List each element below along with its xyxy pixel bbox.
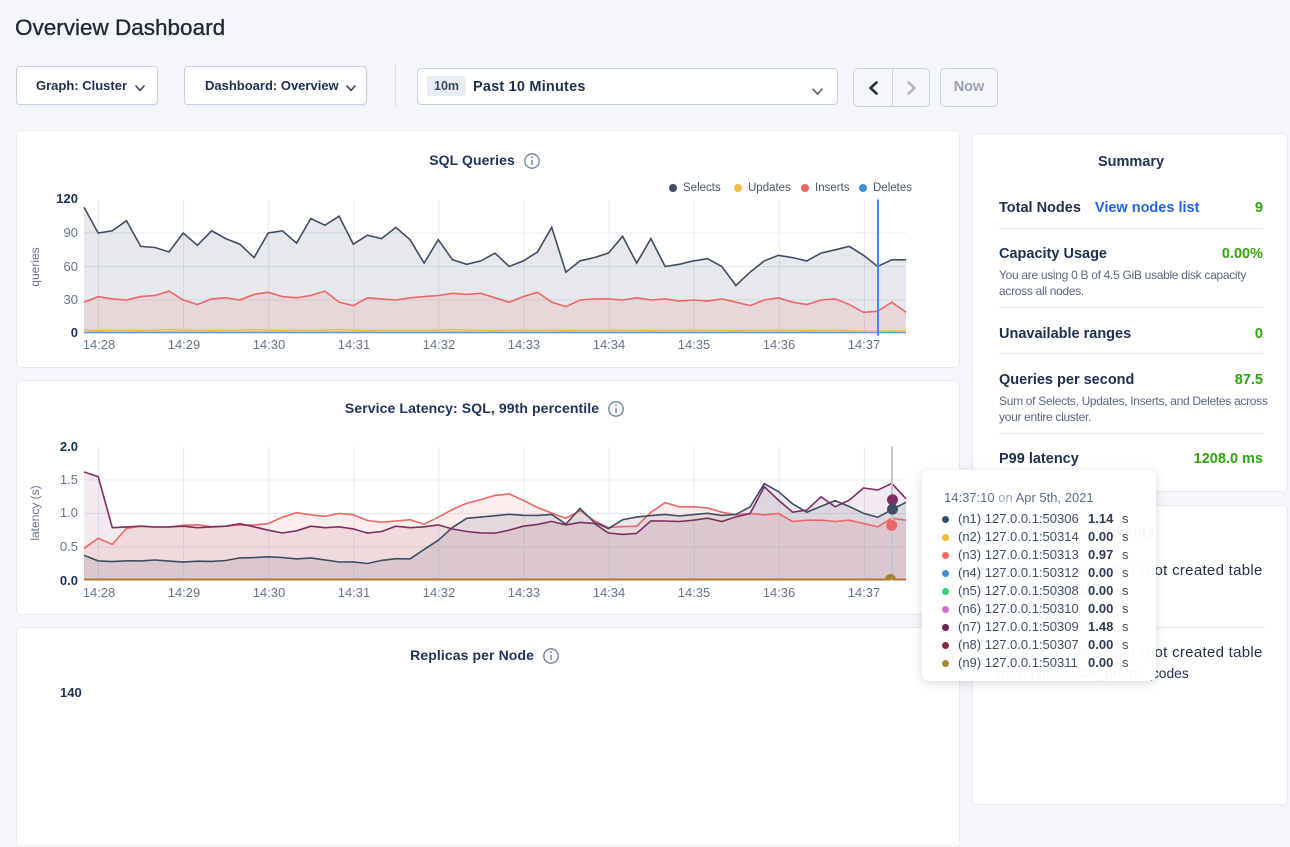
svg-text:120: 120 <box>56 191 78 206</box>
svg-text:14:37: 14:37 <box>848 585 881 600</box>
svg-text:14:35: 14:35 <box>678 585 711 600</box>
svg-text:14:35: 14:35 <box>678 337 711 352</box>
svg-text:14:37: 14:37 <box>848 337 881 352</box>
svg-text:14:33: 14:33 <box>508 337 541 352</box>
svg-text:queries: queries <box>28 247 42 286</box>
svg-text:14:31: 14:31 <box>338 585 371 600</box>
svg-text:14:36: 14:36 <box>763 585 796 600</box>
svg-text:14:31: 14:31 <box>338 337 371 352</box>
svg-text:14:29: 14:29 <box>168 337 201 352</box>
svg-text:60: 60 <box>64 259 78 274</box>
svg-text:0: 0 <box>71 325 78 340</box>
svg-text:14:28: 14:28 <box>83 337 116 352</box>
svg-text:90: 90 <box>64 225 78 240</box>
svg-text:30: 30 <box>64 292 78 307</box>
svg-text:14:32: 14:32 <box>423 337 456 352</box>
svg-text:2.0: 2.0 <box>60 439 78 454</box>
svg-text:14:29: 14:29 <box>168 585 201 600</box>
svg-text:1.0: 1.0 <box>60 505 78 520</box>
svg-text:14:30: 14:30 <box>253 337 286 352</box>
svg-text:0.5: 0.5 <box>60 539 78 554</box>
svg-text:14:34: 14:34 <box>593 585 626 600</box>
svg-text:14:33: 14:33 <box>508 585 541 600</box>
svg-text:1.5: 1.5 <box>60 472 78 487</box>
svg-text:14:30: 14:30 <box>253 585 286 600</box>
svg-text:14:36: 14:36 <box>763 337 796 352</box>
svg-text:14:32: 14:32 <box>423 585 456 600</box>
svg-text:0.0: 0.0 <box>60 573 78 588</box>
svg-text:latency (s): latency (s) <box>28 485 42 540</box>
svg-text:14:34: 14:34 <box>593 337 626 352</box>
svg-text:14:28: 14:28 <box>83 585 116 600</box>
